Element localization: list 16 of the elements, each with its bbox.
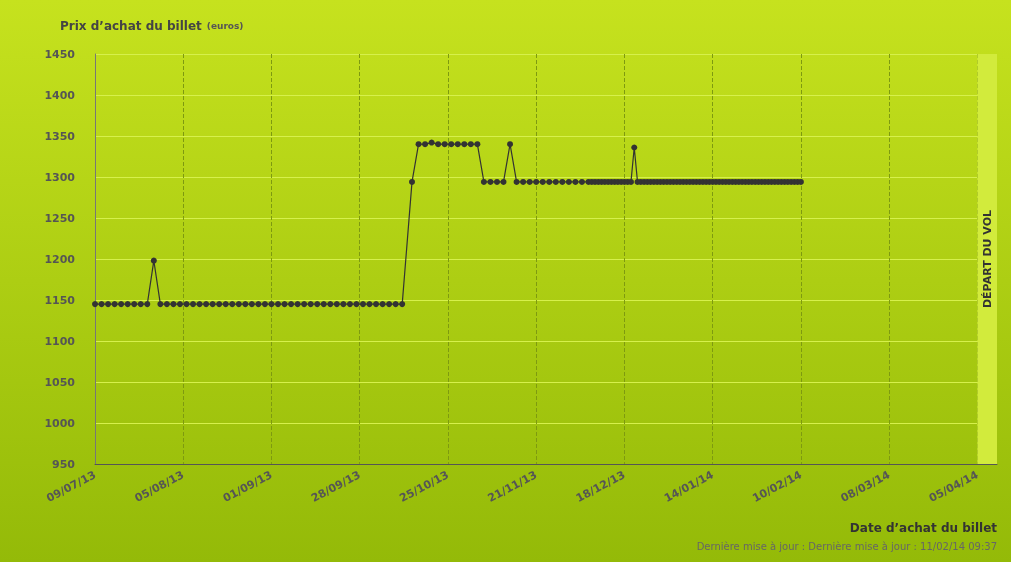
y-tick-label: 1400	[44, 88, 76, 102]
y-tick-label: 1150	[44, 293, 76, 307]
x-axis-title: Date d’achat du billet	[849, 521, 998, 535]
y-tick-label: 1050	[44, 375, 76, 389]
y-tick-label: 1450	[44, 47, 76, 61]
y-tick-label: 950	[52, 457, 76, 471]
chart-subtitle: (euros)	[206, 21, 244, 31]
y-tick-label: 1200	[44, 252, 76, 266]
y-tick-label: 1300	[44, 170, 76, 184]
y-tick-label: 1000	[44, 416, 76, 430]
text: Dernière mise à jour : Dernière mise à jour : 11/02/14 09:37	[696, 540, 998, 552]
y-tick-label: 1250	[44, 211, 76, 225]
y-tick-label: 1100	[44, 334, 76, 348]
chart-title: Prix d’achat du billet	[60, 19, 203, 33]
band-label: DÉPART DU VOL	[980, 209, 994, 309]
y-tick-label: 1350	[44, 129, 76, 143]
